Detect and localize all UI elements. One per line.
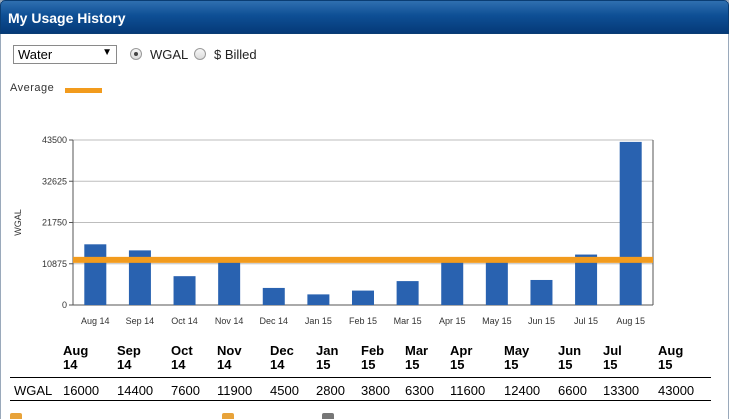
y-axis-label: WGAL: [13, 209, 23, 236]
table-header-cell: Apr 15: [450, 343, 473, 372]
y-tick-label: 21750: [42, 218, 67, 228]
table-value-cell: 13300: [603, 383, 640, 398]
table-header-cell: Nov 14: [217, 343, 242, 372]
table-value-cell: 3800: [361, 383, 390, 398]
radio-wgal-label: WGAL: [150, 47, 189, 62]
table-header-cell: Aug 15: [658, 343, 684, 372]
table-bottom-rule: [10, 400, 711, 401]
bar: [128, 250, 151, 305]
radio-billed[interactable]: [194, 48, 206, 60]
table-value-cell: 7600: [171, 383, 200, 398]
radio-selected-dot: [134, 52, 138, 56]
bar: [84, 244, 107, 305]
y-tick-label: 32625: [42, 176, 67, 186]
x-tick-label: Nov 14: [215, 316, 244, 326]
bar: [307, 294, 330, 305]
table-header-cell: May 15: [504, 343, 530, 372]
bar: [218, 259, 241, 305]
table-value-cell: 2800: [316, 383, 345, 398]
table-value-cell: 6300: [405, 383, 434, 398]
x-tick-label: Sep 14: [126, 316, 155, 326]
footer-icon-1[interactable]: [10, 413, 22, 419]
legend-average-label: Average: [10, 82, 55, 94]
bar: [262, 287, 285, 305]
bar: [441, 261, 464, 305]
bar: [575, 254, 598, 305]
table-row-label: WGAL: [14, 383, 53, 398]
table-value-cell: 14400: [117, 383, 154, 398]
x-tick-label: Aug 14: [81, 316, 110, 326]
panel-title: My Usage History: [8, 10, 126, 26]
table-value-cell: 4500: [270, 383, 299, 398]
bar: [396, 281, 419, 305]
bar: [352, 290, 374, 305]
table-value-cell: 16000: [63, 383, 100, 398]
chevron-down-icon: ▼: [102, 47, 112, 58]
table-header-cell: Feb 15: [361, 343, 385, 372]
table-header-cell: Jul 15: [603, 343, 622, 372]
table-value-cell: 43000: [658, 383, 695, 398]
y-tick-label: 43500: [42, 135, 67, 145]
bar: [173, 276, 196, 305]
footer-icon-2[interactable]: [222, 413, 234, 419]
service-select-value: Water: [18, 47, 53, 62]
x-tick-label: Oct 14: [171, 316, 198, 326]
bar: [530, 279, 553, 305]
table-value-cell: 6600: [558, 383, 587, 398]
table-header-cell: Aug 14: [63, 343, 89, 372]
table-header-cell: Mar 15: [405, 343, 429, 372]
x-tick-label: Jan 15: [305, 316, 332, 326]
y-tick-label: 0: [62, 300, 67, 310]
average-line: [73, 256, 653, 263]
x-tick-label: Dec 14: [260, 316, 289, 326]
radio-billed-label: $ Billed: [214, 47, 257, 62]
table-value-cell: 11600: [450, 383, 486, 398]
table-header-cell: Jun 15: [558, 343, 582, 372]
legend-average-swatch: [65, 88, 102, 93]
bar: [619, 141, 642, 305]
table-header-cell: Sep 14: [117, 343, 141, 372]
x-tick-label: Apr 15: [439, 316, 466, 326]
radio-wgal[interactable]: [130, 48, 142, 60]
table-header-cell: Jan 15: [316, 343, 339, 372]
x-tick-label: Feb 15: [349, 316, 377, 326]
x-tick-label: Aug 15: [616, 316, 645, 326]
table-header-cell: Dec 14: [270, 343, 294, 372]
footer-icon-3[interactable]: [322, 413, 334, 419]
panel-header: My Usage History: [0, 0, 729, 34]
table-value-cell: 11900: [217, 383, 253, 398]
x-tick-label: May 15: [482, 316, 512, 326]
x-tick-label: Mar 15: [394, 316, 422, 326]
usage-chart: 0 10875 21750 32625 43500 WGAL Aug 14 Sep 14 Oct…: [13, 135, 654, 326]
service-select[interactable]: Water ▼: [13, 45, 117, 64]
table-value-cell: 12400: [504, 383, 541, 398]
x-tick-label: Jun 15: [528, 316, 555, 326]
y-tick-label: 10875: [42, 259, 67, 269]
table-top-rule: [10, 377, 711, 378]
x-tick-label: Jul 15: [574, 316, 598, 326]
table-header-cell: Oct 14: [171, 343, 193, 372]
bar: [485, 257, 508, 305]
